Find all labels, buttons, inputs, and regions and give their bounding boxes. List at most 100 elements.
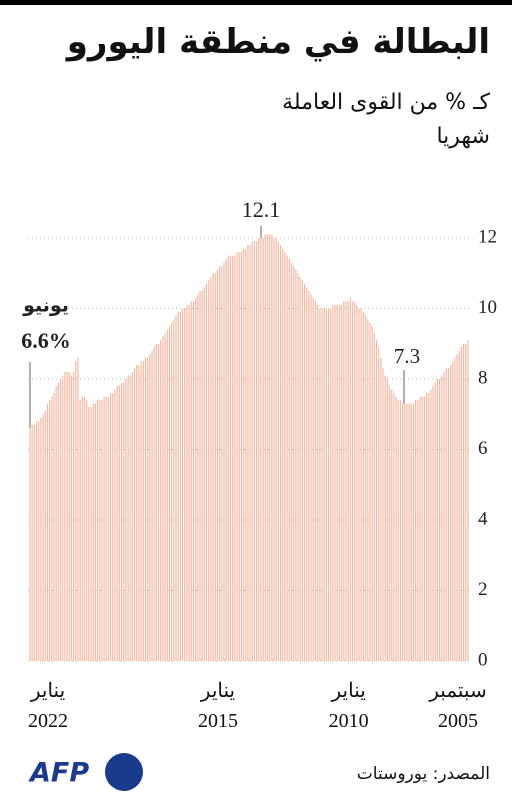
bar bbox=[432, 386, 434, 661]
bar bbox=[240, 252, 242, 661]
bar bbox=[317, 304, 319, 661]
bar bbox=[443, 371, 445, 661]
bar bbox=[373, 333, 375, 661]
bar bbox=[62, 375, 64, 661]
bar bbox=[229, 255, 232, 661]
bar bbox=[460, 347, 463, 661]
bar bbox=[441, 375, 443, 661]
bar bbox=[227, 255, 229, 661]
bar bbox=[258, 238, 260, 661]
logo-circle bbox=[105, 753, 143, 791]
bar bbox=[430, 389, 432, 661]
bar bbox=[238, 252, 240, 661]
bar bbox=[72, 371, 75, 661]
bar bbox=[234, 255, 236, 661]
bar bbox=[66, 371, 68, 661]
bar bbox=[386, 379, 388, 661]
bar bbox=[55, 386, 57, 661]
bar bbox=[53, 393, 55, 661]
y-tick-label: 6 bbox=[478, 438, 488, 459]
bar bbox=[190, 301, 192, 661]
y-tick-label: 4 bbox=[478, 508, 488, 529]
bar bbox=[406, 403, 408, 661]
bar bbox=[330, 308, 332, 661]
bar bbox=[301, 280, 303, 661]
bar bbox=[153, 347, 155, 661]
bar bbox=[149, 354, 151, 661]
bar bbox=[114, 389, 116, 661]
bar bbox=[35, 421, 38, 661]
bar bbox=[447, 368, 449, 661]
bar bbox=[88, 407, 90, 661]
bar bbox=[463, 343, 465, 661]
bar bbox=[456, 354, 458, 661]
bar bbox=[286, 255, 288, 661]
bar bbox=[310, 294, 312, 661]
bar bbox=[223, 262, 225, 661]
bar bbox=[70, 375, 73, 661]
bar bbox=[140, 361, 142, 661]
y-tick-label: 12 bbox=[478, 226, 497, 247]
bar bbox=[415, 400, 417, 661]
y-tick-label: 2 bbox=[478, 579, 488, 600]
bar bbox=[221, 266, 223, 661]
bar bbox=[358, 308, 360, 661]
bar bbox=[118, 386, 120, 661]
bar bbox=[51, 396, 53, 661]
bar bbox=[449, 364, 452, 661]
bar bbox=[279, 245, 282, 662]
top-bar bbox=[0, 0, 512, 5]
bar bbox=[417, 400, 419, 661]
bar bbox=[336, 304, 338, 661]
bar bbox=[434, 382, 436, 661]
bar bbox=[288, 259, 290, 661]
source-note: المصدر: يوروستات bbox=[356, 764, 490, 784]
bar bbox=[393, 393, 395, 661]
bar bbox=[347, 301, 349, 661]
bar bbox=[421, 396, 423, 661]
frequency-note: شهريا bbox=[436, 124, 490, 149]
bar bbox=[173, 319, 175, 661]
logo-text: AFP bbox=[28, 758, 89, 789]
bar bbox=[458, 350, 460, 661]
bar bbox=[247, 245, 249, 662]
annotation: يونيو bbox=[22, 295, 69, 317]
bar bbox=[249, 245, 251, 662]
bar bbox=[284, 252, 286, 661]
bar bbox=[332, 304, 334, 661]
bar bbox=[75, 361, 77, 661]
bar bbox=[343, 301, 345, 661]
bar bbox=[68, 371, 70, 661]
bar bbox=[275, 238, 277, 661]
bar bbox=[199, 290, 201, 661]
bar bbox=[384, 375, 386, 661]
bar bbox=[40, 417, 42, 661]
bar bbox=[164, 333, 166, 661]
bar bbox=[179, 312, 181, 661]
bar bbox=[351, 301, 354, 661]
bar bbox=[184, 308, 186, 661]
bar bbox=[273, 238, 275, 661]
bar bbox=[467, 340, 469, 661]
bar bbox=[86, 400, 88, 661]
bar bbox=[92, 403, 94, 661]
bar bbox=[59, 379, 62, 661]
bar bbox=[232, 255, 234, 661]
bar bbox=[334, 304, 336, 661]
bar bbox=[112, 393, 114, 661]
bar bbox=[312, 297, 314, 661]
bar bbox=[195, 297, 197, 661]
bar bbox=[101, 400, 103, 661]
bar bbox=[188, 304, 190, 661]
bar bbox=[303, 283, 306, 661]
chart-title: البطالة في منطقة اليورو bbox=[66, 22, 490, 62]
bar bbox=[127, 375, 129, 661]
bar bbox=[375, 340, 378, 661]
bar bbox=[349, 297, 351, 661]
bar bbox=[264, 234, 266, 661]
bar bbox=[96, 400, 99, 661]
bar bbox=[144, 357, 147, 661]
bar bbox=[380, 357, 382, 661]
bar bbox=[308, 290, 310, 661]
bar bbox=[64, 371, 66, 661]
